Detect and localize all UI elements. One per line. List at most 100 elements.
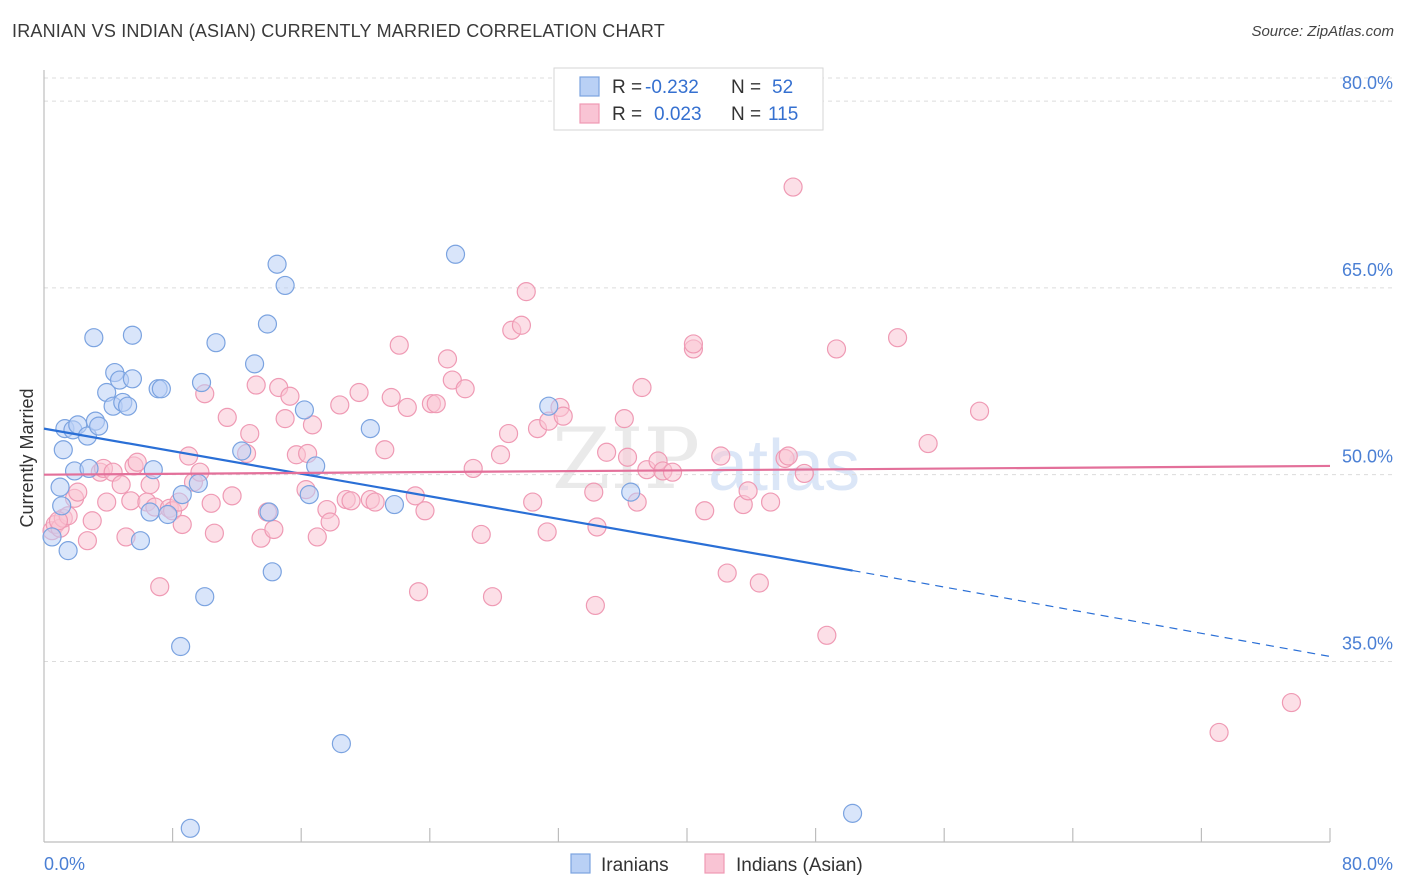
iranians-point <box>294 400 315 420</box>
y-tick-label: 80.0% <box>1342 73 1393 93</box>
iranians-point <box>539 396 559 416</box>
indians-point <box>201 493 221 513</box>
iranians-point <box>52 496 72 516</box>
iranians-point <box>117 396 138 416</box>
iranians-point <box>53 440 73 460</box>
chart-title: IRANIAN VS INDIAN (ASIAN) CURRENTLY MARR… <box>12 21 665 41</box>
y-tick-label: 50.0% <box>1342 447 1393 467</box>
bottom-legend-swatch-indians <box>704 853 725 874</box>
indians-trend-line <box>43 464 1331 476</box>
indians-point <box>1209 722 1229 743</box>
iranians-point <box>306 456 326 476</box>
bottom-legend-label-iranians: Iranians <box>601 855 669 876</box>
iranians-point <box>180 818 200 838</box>
indians-point <box>537 522 557 542</box>
series-indians-points <box>42 177 1302 743</box>
iranians-point <box>58 541 78 561</box>
indians-point <box>349 382 369 403</box>
legend-n-value-2: 115 <box>768 104 798 125</box>
indians-point <box>330 395 350 415</box>
indians-point <box>553 406 573 426</box>
indians-point <box>97 492 117 512</box>
indians-point <box>246 375 266 395</box>
indians-point <box>617 447 638 467</box>
indians-point <box>778 446 798 466</box>
indians-point <box>280 386 300 406</box>
indians-point <box>817 625 837 645</box>
iranians-point <box>206 333 226 353</box>
iranians-point <box>122 325 143 345</box>
indians-point <box>717 563 737 583</box>
indians-point <box>585 595 605 616</box>
indians-point <box>749 573 769 593</box>
series-iranians-points <box>42 244 863 838</box>
indians-point <box>463 458 483 479</box>
iranians-point <box>89 416 109 436</box>
indians-point <box>482 587 503 607</box>
iranians-point <box>130 531 151 551</box>
iranians-point <box>259 502 279 522</box>
axes <box>43 70 1331 843</box>
indians-point <box>375 440 395 460</box>
indians-point <box>738 481 758 501</box>
indians-point <box>683 334 704 354</box>
legend-r-value-1: -0.232 <box>645 77 699 98</box>
correlation-legend: R = -0.232 N = 52 R = 0.023 N = 115 <box>553 67 824 131</box>
legend-r-label-1: R = <box>612 77 642 98</box>
indians-point <box>302 415 323 435</box>
iranians-point <box>151 379 171 399</box>
iranians-point <box>360 419 380 439</box>
indians-point <box>389 335 409 355</box>
iranians-point <box>172 485 192 505</box>
indians-point <box>826 339 847 359</box>
iranians-point <box>143 460 163 480</box>
iranians-point <box>331 734 351 754</box>
iranians-point <box>84 328 104 348</box>
indians-point <box>695 501 715 521</box>
indians-point <box>783 177 803 197</box>
iranians-point <box>158 504 178 525</box>
indians-point <box>437 349 458 369</box>
legend-swatch-iranians <box>579 76 600 97</box>
indians-point <box>172 514 192 535</box>
indians-point <box>516 282 536 302</box>
iranians-point <box>267 254 287 274</box>
indians-point <box>307 527 327 547</box>
legend-n-label-2: N = <box>731 104 761 125</box>
indians-point <box>794 463 814 484</box>
indians-point <box>365 492 385 512</box>
iranians-trend-extension <box>852 569 1331 658</box>
iranians-point <box>191 372 212 393</box>
indians-point <box>471 524 491 545</box>
iranians-point <box>384 494 405 515</box>
indians-point <box>455 379 475 399</box>
indians-point <box>397 397 417 418</box>
legend-n-value-1: 52 <box>772 77 793 98</box>
iranians-point <box>188 473 208 493</box>
iranians-trend-line <box>43 427 853 572</box>
indians-point <box>264 519 284 540</box>
indians-point <box>150 577 170 597</box>
indians-point <box>320 512 340 532</box>
indians-point <box>760 492 781 512</box>
indians-point <box>341 491 361 511</box>
y-axis-label: Currently Married <box>17 388 37 527</box>
x-tick-label-max: 80.0% <box>1342 854 1393 874</box>
indians-point <box>127 452 147 472</box>
iranians-point <box>42 527 62 547</box>
iranians-point <box>445 244 466 264</box>
indians-point <box>415 501 435 521</box>
iranians-point <box>262 562 282 582</box>
indians-point <box>77 531 98 551</box>
chart-source: Source: ZipAtlas.com <box>1251 23 1394 40</box>
y-tick-labels: 35.0% 50.0% 65.0% 80.0% <box>1342 73 1393 653</box>
indians-point <box>275 409 295 429</box>
indians-point <box>222 486 242 506</box>
indians-point <box>204 523 224 543</box>
iranians-point <box>621 482 641 502</box>
indians-point <box>918 433 938 454</box>
iranians-point <box>842 803 863 823</box>
indians-point <box>887 328 908 348</box>
y-tick-label: 65.0% <box>1342 260 1393 280</box>
